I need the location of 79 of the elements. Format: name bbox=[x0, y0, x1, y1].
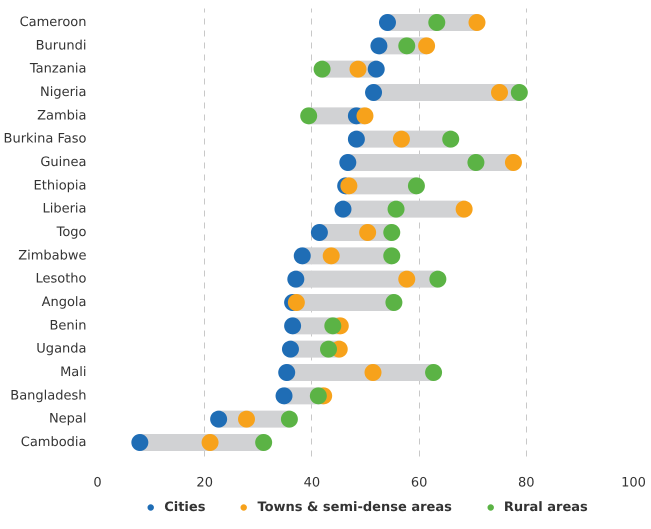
point bbox=[370, 37, 388, 54]
y-tick-label: Lesotho bbox=[35, 272, 87, 287]
point bbox=[356, 107, 374, 124]
point bbox=[310, 224, 328, 241]
point bbox=[368, 60, 385, 78]
point bbox=[314, 60, 331, 78]
point bbox=[300, 107, 318, 124]
point bbox=[364, 364, 382, 381]
y-tick-label: Mali bbox=[60, 365, 86, 380]
point bbox=[408, 177, 425, 194]
x-tick-label: 0 bbox=[93, 476, 102, 490]
y-tick-label: Benin bbox=[49, 318, 87, 334]
point bbox=[334, 200, 352, 218]
point bbox=[388, 200, 405, 218]
legend-label: Rural areas bbox=[504, 500, 588, 514]
point bbox=[288, 294, 305, 311]
y-tick-label: Bangladesh bbox=[10, 388, 86, 404]
point bbox=[468, 14, 486, 31]
point bbox=[322, 247, 340, 264]
y-tick-label: Zambia bbox=[37, 108, 87, 124]
y-tick-label: Ethiopia bbox=[34, 178, 87, 194]
x-tick-label: 20 bbox=[196, 476, 213, 490]
point bbox=[442, 130, 460, 148]
y-tick-label: Cameroon bbox=[20, 15, 87, 30]
point bbox=[255, 434, 272, 451]
point bbox=[365, 84, 382, 101]
point bbox=[284, 317, 302, 334]
point bbox=[238, 410, 256, 428]
point bbox=[428, 14, 446, 31]
point bbox=[340, 177, 358, 194]
point bbox=[324, 317, 342, 334]
point bbox=[320, 340, 338, 358]
point bbox=[418, 37, 436, 54]
point bbox=[310, 387, 327, 404]
y-tick-label: Nepal bbox=[48, 412, 87, 427]
point bbox=[287, 270, 304, 288]
y-tick-label: Togo bbox=[56, 225, 87, 240]
y-tick-label: Liberia bbox=[42, 202, 87, 217]
point bbox=[276, 387, 293, 404]
point bbox=[378, 14, 396, 31]
point bbox=[278, 364, 296, 381]
y-tick-label: Tanzania bbox=[28, 62, 87, 77]
legend-label: Cities bbox=[164, 500, 206, 514]
point bbox=[210, 410, 228, 428]
point bbox=[339, 154, 356, 171]
point bbox=[491, 84, 508, 101]
y-tick-label: Burkina Faso bbox=[4, 132, 87, 147]
x-tick-label: 40 bbox=[304, 476, 320, 490]
point bbox=[349, 60, 366, 78]
y-tick-label: Cambodia bbox=[20, 435, 87, 450]
y-tick-label: Guinea bbox=[40, 155, 87, 170]
point bbox=[456, 200, 473, 218]
point bbox=[429, 270, 446, 288]
point bbox=[392, 130, 410, 148]
point bbox=[359, 224, 376, 241]
point bbox=[504, 154, 522, 171]
x-tick-label: 60 bbox=[410, 476, 428, 490]
point bbox=[383, 247, 400, 264]
point bbox=[282, 340, 299, 358]
legend-label: Towns & semi-dense areas bbox=[257, 500, 452, 514]
point bbox=[385, 294, 402, 311]
x-tick-label: 100 bbox=[621, 476, 646, 490]
y-tick-label: Zimbabwe bbox=[18, 248, 87, 264]
point bbox=[131, 434, 148, 451]
point bbox=[348, 130, 365, 148]
point bbox=[280, 410, 298, 428]
point bbox=[202, 434, 219, 451]
point bbox=[398, 37, 416, 54]
point bbox=[510, 84, 528, 101]
y-tick-label: Nigeria bbox=[40, 85, 87, 100]
y-tick-label: Burundi bbox=[36, 38, 87, 54]
point bbox=[425, 364, 442, 381]
point bbox=[383, 224, 400, 241]
y-tick-label: Uganda bbox=[36, 342, 87, 357]
point bbox=[294, 247, 311, 264]
point bbox=[398, 270, 416, 288]
y-tick-label: Angola bbox=[42, 295, 87, 310]
point bbox=[467, 154, 484, 171]
x-tick-label: 80 bbox=[518, 476, 535, 490]
